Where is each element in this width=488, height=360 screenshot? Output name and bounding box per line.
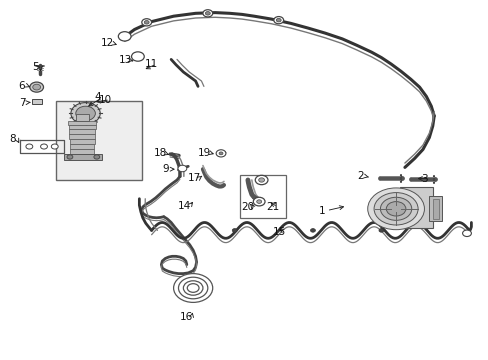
- Text: 1: 1: [318, 206, 325, 216]
- Text: 21: 21: [265, 202, 279, 212]
- Circle shape: [205, 12, 210, 15]
- Circle shape: [216, 150, 225, 157]
- Circle shape: [380, 197, 411, 220]
- Text: 13: 13: [118, 55, 132, 65]
- Circle shape: [310, 229, 315, 232]
- Text: 16: 16: [180, 312, 193, 322]
- Text: 14: 14: [178, 201, 191, 211]
- Circle shape: [187, 284, 199, 292]
- Circle shape: [367, 188, 424, 230]
- Text: 19: 19: [197, 148, 211, 158]
- Bar: [76, 114, 89, 121]
- Bar: [432, 199, 438, 219]
- Bar: [32, 99, 41, 104]
- Circle shape: [142, 19, 151, 26]
- Text: 4: 4: [94, 92, 101, 102]
- Text: 10: 10: [99, 95, 111, 105]
- Bar: [68, 121, 96, 125]
- Bar: [63, 154, 102, 160]
- Circle shape: [255, 175, 267, 185]
- Circle shape: [94, 155, 100, 159]
- Circle shape: [67, 155, 73, 159]
- Bar: [399, 187, 432, 228]
- Circle shape: [219, 152, 223, 155]
- Bar: [70, 139, 94, 144]
- Bar: [70, 144, 94, 149]
- Circle shape: [373, 193, 417, 225]
- Text: 11: 11: [144, 59, 158, 69]
- Circle shape: [203, 10, 212, 17]
- Text: 17: 17: [187, 173, 201, 183]
- Circle shape: [131, 52, 144, 61]
- Circle shape: [183, 281, 203, 295]
- Circle shape: [378, 229, 383, 232]
- Circle shape: [256, 200, 261, 203]
- Bar: [69, 134, 95, 139]
- Bar: [69, 129, 95, 134]
- Circle shape: [178, 277, 207, 299]
- Bar: [428, 196, 441, 221]
- Text: 15: 15: [272, 227, 286, 237]
- Circle shape: [253, 197, 264, 206]
- Circle shape: [76, 106, 95, 121]
- Circle shape: [144, 21, 149, 24]
- Text: 5: 5: [32, 62, 39, 72]
- Circle shape: [386, 202, 405, 216]
- Circle shape: [71, 103, 100, 124]
- Text: 2: 2: [357, 171, 364, 181]
- Text: 8: 8: [9, 134, 16, 144]
- Text: 6: 6: [19, 81, 25, 91]
- Circle shape: [51, 144, 58, 149]
- Circle shape: [178, 165, 186, 172]
- Circle shape: [26, 144, 33, 149]
- Circle shape: [232, 229, 237, 232]
- Circle shape: [173, 274, 212, 302]
- Bar: [56, 101, 142, 180]
- Text: 9: 9: [162, 164, 168, 174]
- Text: 12: 12: [101, 38, 114, 48]
- Bar: [70, 149, 94, 154]
- Circle shape: [273, 17, 283, 24]
- Text: 7: 7: [19, 98, 25, 108]
- Circle shape: [276, 18, 281, 22]
- Text: 3: 3: [420, 174, 427, 184]
- Circle shape: [462, 230, 470, 237]
- Circle shape: [33, 84, 41, 90]
- Circle shape: [258, 178, 264, 182]
- Bar: [239, 175, 285, 218]
- Bar: [68, 125, 96, 129]
- Text: 18: 18: [153, 148, 167, 158]
- Text: 20: 20: [241, 202, 254, 212]
- Circle shape: [41, 144, 47, 149]
- Circle shape: [118, 32, 131, 41]
- Circle shape: [30, 82, 43, 92]
